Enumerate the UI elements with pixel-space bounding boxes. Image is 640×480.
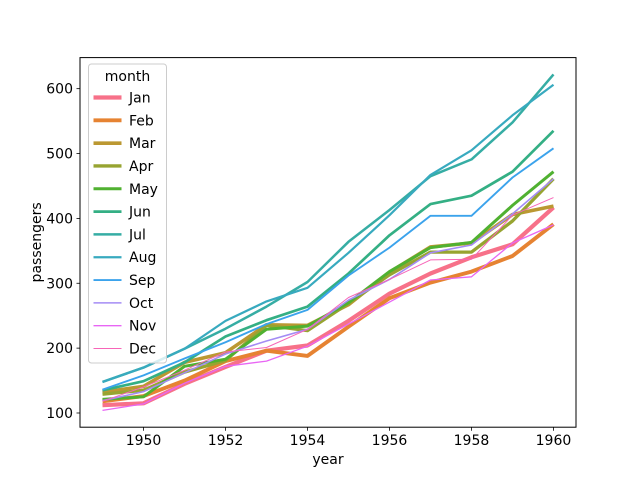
- legend-label-aug: Aug: [129, 250, 156, 266]
- legend-label-nov: Nov: [129, 319, 156, 335]
- x-tick-label: 1958: [454, 433, 490, 449]
- legend-label-may: May: [129, 182, 158, 198]
- x-axis-label: year: [312, 452, 343, 468]
- legend-label-feb: Feb: [129, 113, 154, 129]
- y-tick-label: 600: [46, 82, 73, 98]
- legend-title: month: [105, 69, 150, 85]
- legend-label-sep: Sep: [129, 273, 156, 289]
- x-tick-label: 1956: [372, 433, 408, 449]
- y-axis-label: passengers: [29, 202, 45, 282]
- x-tick-label: 1960: [536, 433, 572, 449]
- series-line-nov: [102, 224, 554, 412]
- x-tick-label: 1950: [126, 433, 162, 449]
- x-tick-label: 1952: [208, 433, 244, 449]
- legend-label-oct: Oct: [129, 296, 154, 312]
- y-tick-label: 200: [46, 341, 73, 357]
- series-line-aug: [102, 83, 555, 383]
- y-tick-label: 300: [46, 276, 73, 292]
- y-tick-label: 100: [46, 406, 73, 422]
- legend-label-dec: Dec: [129, 342, 156, 358]
- series-line-apr: [102, 177, 555, 396]
- series-line-dec: [102, 197, 554, 402]
- series-line-feb: [102, 222, 555, 404]
- x-tick-label: 1954: [290, 433, 326, 449]
- legend-label-mar: Mar: [129, 136, 156, 152]
- legend-box: [88, 63, 167, 364]
- axes-frame: [79, 57, 577, 428]
- series-line-oct: [102, 178, 555, 402]
- y-tick-label: 500: [46, 147, 73, 163]
- y-tick-label: 400: [46, 211, 73, 227]
- legend-label-jan: Jan: [128, 91, 151, 107]
- legend-label-apr: Apr: [129, 159, 153, 175]
- legend-label-jul: Jul: [128, 227, 146, 243]
- series-line-jun: [102, 129, 555, 392]
- series-line-sep: [102, 147, 555, 391]
- legend-label-jun: Jun: [128, 205, 151, 221]
